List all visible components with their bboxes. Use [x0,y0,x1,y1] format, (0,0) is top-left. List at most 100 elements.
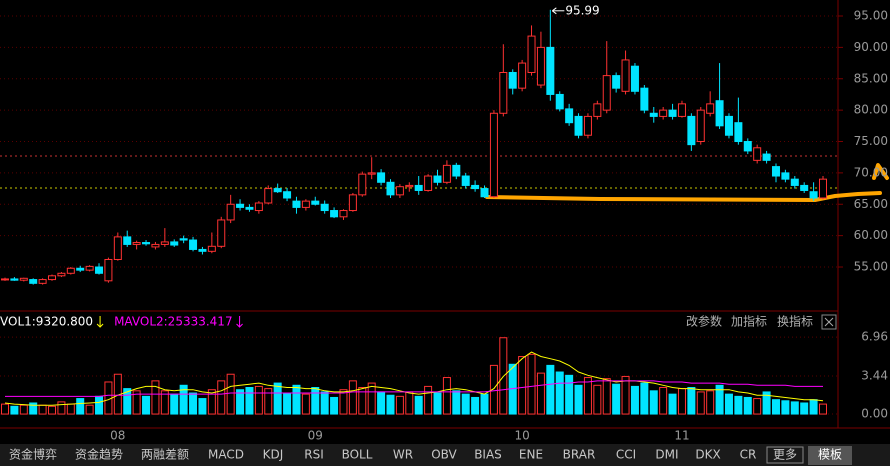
volume-bar [48,405,57,415]
y-tick-label: 90.00 [854,40,888,54]
candle-body [583,115,592,136]
y-tick-label: 60.00 [854,228,888,242]
volume-ma-line [4,351,824,406]
volume-bar [536,372,545,415]
volume-bar [236,389,245,415]
tab[interactable]: BRAR [563,448,596,462]
volume-bar [311,387,320,415]
candle-body [433,175,442,183]
candle-body [734,122,743,143]
tab[interactable]: CCI [616,448,636,462]
candle-body [66,267,75,274]
tab[interactable]: 资金博弈 [9,447,57,462]
volume-bar [668,393,677,415]
tab[interactable]: BIAS [474,448,502,462]
volume-bar [518,356,527,415]
candle-body [790,178,799,186]
tab[interactable]: CR [740,448,757,462]
volume-bar [10,405,19,415]
volume-bar [254,385,263,415]
volume-bar [593,384,602,415]
volume-bar [1,403,9,415]
candle-body [452,164,461,177]
candle-body [706,103,715,114]
panel-button[interactable]: 加指标 [731,314,767,329]
tab[interactable]: OBV [431,448,457,462]
candle-body [405,184,414,188]
volume-bar [85,404,94,415]
candle-body [358,173,367,196]
candle-body [527,35,536,73]
candle-body [771,166,780,177]
candle-body [348,194,357,212]
tab[interactable]: 两融差额 [141,448,189,462]
candle-body [536,46,545,86]
y-tick-label: 3.44 [861,369,888,383]
candle-body [480,188,489,198]
candle-body [414,184,423,191]
volume-bar [424,385,433,415]
tab[interactable]: RSI [304,448,324,462]
candle-body [339,210,348,218]
panel-button[interactable]: 换指标 [777,314,813,329]
y-tick-label: 85.00 [854,71,888,85]
tab[interactable]: BOLL [342,448,373,462]
candle-body [499,71,508,114]
tab[interactable]: ENE [519,448,543,462]
candle-body [668,109,677,117]
max-label: 95.99 [565,3,599,17]
tab[interactable]: 模板 [818,448,842,462]
candle-body [151,243,160,248]
volume-bar [583,377,592,415]
y-tick-label: 6.96 [861,330,888,344]
max-arrow-head [552,7,557,15]
volume-bar [405,391,414,415]
volume-bar [66,403,75,415]
volume-bar [76,398,85,415]
tab[interactable]: KDJ [263,448,284,462]
volume-ma-line [5,380,823,397]
volume-bar [753,398,762,415]
tab[interactable]: DKX [695,448,720,462]
volume-bar [677,388,686,415]
candle-body [273,188,282,193]
candle-body [38,279,47,284]
candle-body [170,241,179,246]
tab[interactable]: DMI [655,448,678,462]
candle-body [283,191,292,199]
candle-body [367,172,376,175]
candle-body [687,115,696,146]
volume-bar [207,389,216,415]
tab[interactable]: WR [393,448,413,462]
candle-body [254,202,263,212]
volume-bar [226,373,235,415]
candle-body [207,245,216,252]
candle-body [715,100,724,127]
candle-body [640,87,649,111]
tab[interactable]: 资金趋势 [75,447,123,462]
volume-bar [29,402,38,415]
volume-bar [179,384,188,415]
candle-body [330,210,339,218]
tab[interactable]: MACD [208,448,244,462]
candle-body [809,191,818,199]
volume-bar [19,404,28,415]
volume-bar [612,383,621,415]
x-tick-label: 08 [110,429,125,443]
candle-body [377,172,386,183]
volume-bar [264,388,273,415]
candle-body [696,109,705,143]
candle-body [630,65,639,92]
candle-body [724,115,733,136]
tab[interactable]: 更多 [773,448,797,462]
volume-bar [245,387,254,415]
close-button[interactable] [821,314,837,330]
x-tick-label: 10 [514,429,529,443]
candle-body [649,112,658,117]
candle-body [85,265,94,271]
panel-button[interactable]: 改参数 [686,314,722,329]
volume-bar [330,396,339,415]
candle-body [95,266,104,274]
candle-body [677,103,686,117]
